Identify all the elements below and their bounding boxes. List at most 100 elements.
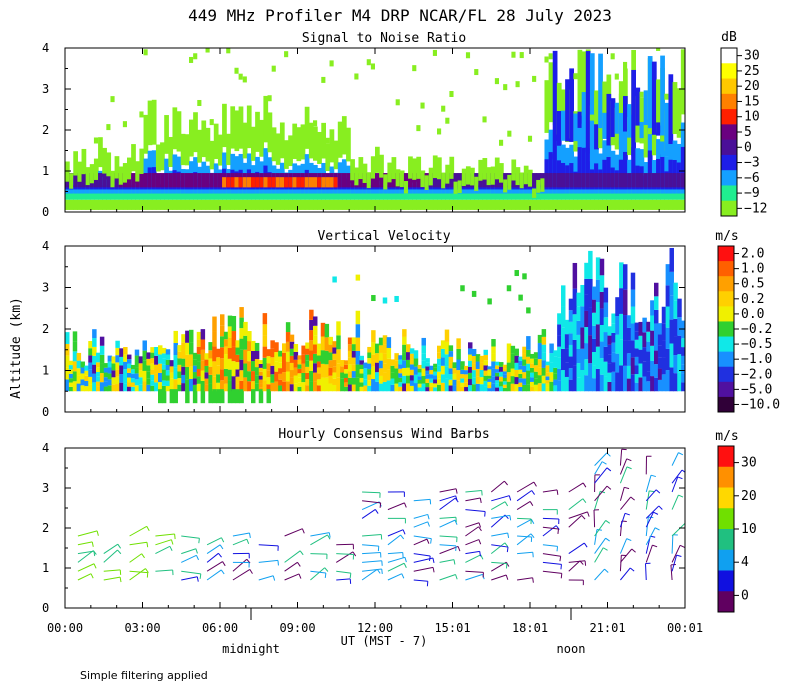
snr-cell (453, 199, 459, 210)
colorbar-label: 0.0 (741, 307, 764, 322)
snr-cell (383, 174, 388, 190)
velocity-cell (301, 354, 306, 364)
velocity-cell (603, 346, 609, 362)
snr-cell (275, 177, 281, 188)
snr-cell (424, 189, 430, 200)
velocity-cell (161, 385, 167, 392)
velocity-cell (545, 376, 550, 381)
snr-cell (184, 134, 190, 166)
velocity-cell (669, 319, 674, 344)
snr-cell (610, 199, 616, 210)
velocity-cell (216, 357, 221, 366)
snr-cell (321, 189, 326, 200)
wind-barb (413, 579, 428, 582)
velocity-cell (646, 331, 651, 342)
colorbar-label: 25 (744, 64, 760, 79)
velocity-cell (607, 363, 612, 373)
velocity-cell (623, 365, 628, 392)
snr-cell (168, 189, 174, 200)
velocity-cell (518, 378, 523, 383)
velocity-cell (533, 371, 539, 379)
snr-cell (230, 106, 236, 149)
velocity-cell (673, 318, 678, 337)
snr-cell (449, 91, 454, 98)
snr-cell (470, 189, 475, 200)
velocity-cell (595, 324, 601, 347)
wind-barb-flag (93, 563, 97, 569)
velocity-cell (92, 382, 97, 392)
snr-cell (217, 139, 223, 146)
snr-cell (490, 199, 496, 210)
velocity-cell (161, 389, 167, 404)
velocity-cell (607, 335, 612, 345)
velocity-cell (557, 380, 562, 392)
velocity-cell (483, 354, 488, 361)
velocity-cell (127, 354, 132, 360)
velocity-cell (150, 358, 155, 364)
wind-barb (594, 520, 607, 537)
velocity-cell (123, 361, 128, 370)
snr-cell (585, 51, 591, 153)
snr-cell (589, 53, 595, 162)
snr-cell (370, 156, 376, 179)
velocity-cell (231, 376, 237, 392)
snr-cell (114, 199, 120, 210)
wind-barb (284, 573, 300, 581)
snr-cell (329, 189, 335, 200)
velocity-cell (487, 369, 492, 373)
velocity-cell (437, 384, 442, 392)
velocity-cell (619, 365, 624, 392)
x-tick-label: 03:00 (124, 621, 160, 635)
snr-cell (379, 154, 384, 178)
velocity-cell (673, 300, 678, 319)
wind-barb (465, 489, 482, 493)
velocity-cell (382, 297, 388, 304)
snr-cell (589, 173, 595, 188)
velocity-cell (247, 331, 252, 342)
velocity-cell (200, 389, 206, 404)
wind-barb (619, 458, 628, 475)
snr-cell (523, 189, 529, 200)
velocity-cell (580, 327, 585, 349)
y-tick-label: 1 (42, 364, 49, 378)
velocity-cell (460, 374, 465, 379)
snr-cell (114, 173, 120, 188)
velocity-cell (468, 342, 473, 349)
wind-barb-flag (529, 501, 534, 506)
snr-cell (474, 189, 479, 200)
velocity-cell (316, 379, 322, 386)
velocity-cell (611, 332, 616, 343)
velocity-cell (530, 386, 535, 392)
velocity-cell (611, 313, 616, 324)
velocity-cell (514, 348, 519, 356)
velocity-cell (646, 341, 651, 352)
wind-barb (232, 538, 248, 546)
velocity-cell (572, 365, 578, 392)
velocity-cell (456, 359, 461, 371)
velocity-cell (468, 366, 473, 373)
snr-cell (581, 147, 587, 190)
velocity-cell (289, 355, 295, 363)
velocity-cell (522, 346, 527, 354)
velocity-cell (115, 384, 120, 392)
velocity-cell (506, 343, 512, 354)
velocity-cell (650, 376, 655, 392)
velocity-cell (421, 337, 426, 346)
snr-cell (594, 115, 599, 122)
velocity-cell (518, 356, 523, 361)
velocity-cell (76, 352, 82, 361)
wind-barb (77, 550, 94, 563)
wind-barb-flag (427, 521, 430, 527)
snr-cell (122, 189, 128, 200)
snr-cell (147, 189, 153, 200)
snr-cell (676, 173, 682, 188)
velocity-cell (165, 359, 171, 365)
snr-cell (131, 144, 136, 172)
velocity-cell (220, 358, 225, 370)
snr-cell (552, 199, 558, 210)
velocity-cell (282, 372, 287, 382)
velocity-cell (324, 364, 330, 378)
velocity-cell (99, 345, 105, 355)
velocity-cell (499, 386, 504, 392)
velocity-cell (235, 383, 240, 392)
